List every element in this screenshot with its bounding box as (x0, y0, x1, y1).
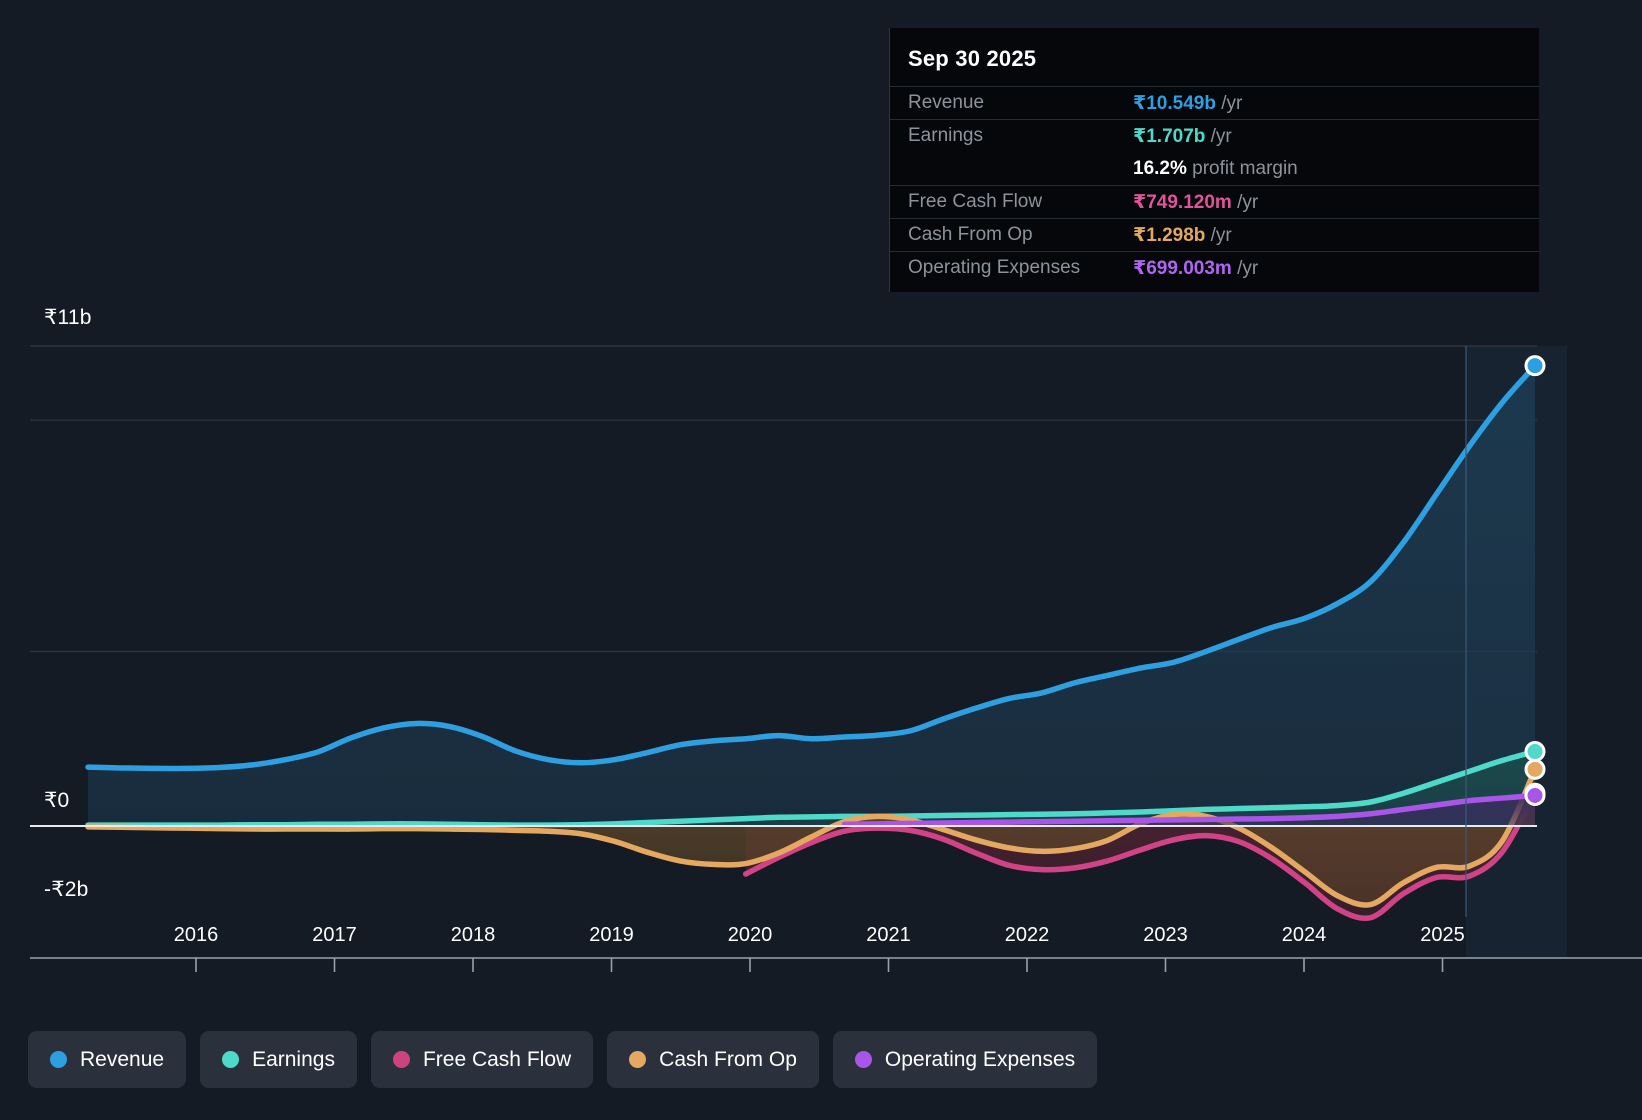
x-axis-label-2023: 2023 (1143, 924, 1188, 946)
tooltip-metric-value: ₹1.707b /yr (1133, 125, 1232, 148)
tooltip-row-profit-margin: 16.2% profit margin (890, 152, 1539, 185)
legend-item-revenue[interactable]: Revenue (28, 1031, 187, 1088)
tooltip-metric-unit: /yr (1231, 257, 1259, 279)
tooltip-metric-unit: /yr (1215, 92, 1243, 114)
y-axis-label-top: ₹11b (44, 306, 92, 329)
legend-item-earnings[interactable]: Earnings (200, 1031, 357, 1088)
x-axis-label-2025: 2025 (1420, 924, 1465, 946)
endpoint-operating-expenses (1524, 784, 1546, 806)
tooltip-metric-unit: /yr (1205, 125, 1232, 147)
legend-color-dot-icon (50, 1051, 67, 1068)
tooltip-metric-label: Earnings (908, 125, 983, 146)
tooltip-metric-label: Cash From Op (908, 224, 1033, 245)
area-revenue (88, 365, 1535, 826)
line-earnings (85, 748, 1538, 828)
legend-item-label: Revenue (80, 1047, 165, 1071)
x-axis-label-2016: 2016 (173, 924, 219, 946)
tooltip-metric-value: ₹749.120m /yr (1133, 191, 1258, 214)
tooltip-metric-number: ₹699.003m (1133, 257, 1232, 279)
tooltip-metric-number: 16.2% (1133, 157, 1187, 179)
legend-item-operating-expenses[interactable]: Operating Expenses (832, 1031, 1098, 1088)
legend-item-label: Cash From Op (659, 1047, 797, 1071)
tooltip-metric-unit: /yr (1205, 224, 1232, 246)
x-axis-label-2019: 2019 (589, 924, 634, 946)
legend-color-dot-icon (854, 1051, 872, 1068)
legend-color-dot-icon (392, 1051, 410, 1068)
endpoint-revenue (1524, 355, 1546, 377)
tooltip-row-cash-from-op: Cash From Op ₹1.298b /yr (890, 218, 1539, 251)
tooltip-row-earnings: Earnings ₹1.707b /yr (890, 119, 1539, 152)
tooltip-row-operating-expenses: Operating Expenses ₹699.003m /yr (890, 251, 1539, 284)
x-axis-label-2017: 2017 (312, 924, 357, 946)
tooltip-date: Sep 30 2025 (908, 46, 1037, 71)
x-axis-label-2024: 2024 (1281, 924, 1327, 946)
tooltip-row-revenue: Revenue ₹10.549b /yr (890, 86, 1539, 119)
tooltip-metric-value: 16.2% profit margin (1133, 158, 1298, 180)
chart-legend[interactable]: Revenue Earnings Free Cash Flow Cash From O… (28, 1031, 1098, 1088)
tooltip-row-free-cash-flow: Free Cash Flow ₹749.120m /yr (890, 185, 1539, 218)
line-operating-expenses (841, 792, 1538, 827)
legend-item-cash-from-op[interactable]: Cash From Op (607, 1031, 819, 1088)
tooltip-metric-value: ₹10.549b /yr (1133, 92, 1242, 115)
legend-item-free-cash-flow[interactable]: Free Cash Flow (370, 1031, 594, 1088)
legend-color-dot-icon (629, 1051, 647, 1068)
y-axis-label-bottom: -₹2b (44, 878, 89, 901)
tooltip-metric-number: ₹1.298b (1133, 224, 1206, 246)
y-axis-label-zero: ₹0 (44, 789, 70, 812)
tooltip-metric-label: Free Cash Flow (908, 191, 1043, 212)
x-axis-label-2021: 2021 (866, 924, 911, 946)
legend-color-dot-icon (222, 1051, 240, 1068)
tooltip-metric-number: ₹10.549b (1133, 92, 1216, 114)
legend-item-label: Operating Expenses (884, 1047, 1076, 1071)
x-axis-label-2020: 2020 (727, 924, 773, 946)
tooltip-metric-number: ₹749.120m (1133, 191, 1232, 213)
tooltip-metric-label: Operating Expenses (908, 257, 1081, 278)
tooltip-metric-unit: profit margin (1186, 157, 1298, 179)
endpoint-cash-from-op (1524, 758, 1546, 780)
data-tooltip: Sep 30 2025 Revenue ₹10.549b /yr Earnings ₹… (889, 28, 1539, 292)
endpoint-earnings (1524, 741, 1546, 763)
line-cash-from-op (85, 766, 1538, 908)
legend-item-label: Earnings (252, 1047, 335, 1071)
tooltip-metric-unit: /yr (1231, 191, 1259, 213)
tooltip-metric-number: ₹1.707b (1133, 125, 1206, 147)
tooltip-metric-label: Revenue (908, 92, 985, 113)
x-axis-label-2022: 2022 (1004, 924, 1050, 946)
line-free-cash-flow (742, 790, 1538, 921)
legend-item-label: Free Cash Flow (422, 1047, 572, 1071)
tooltip-metric-value: ₹1.298b /yr (1133, 224, 1232, 247)
tooltip-metric-value: ₹699.003m /yr (1133, 257, 1258, 280)
area-operating-expenses (844, 795, 1535, 826)
tooltip-rows: Revenue ₹10.549b /yr Earnings ₹1.707b /yr 16… (890, 86, 1539, 284)
line-revenue (85, 362, 1538, 772)
x-axis-label-2018: 2018 (450, 924, 496, 946)
